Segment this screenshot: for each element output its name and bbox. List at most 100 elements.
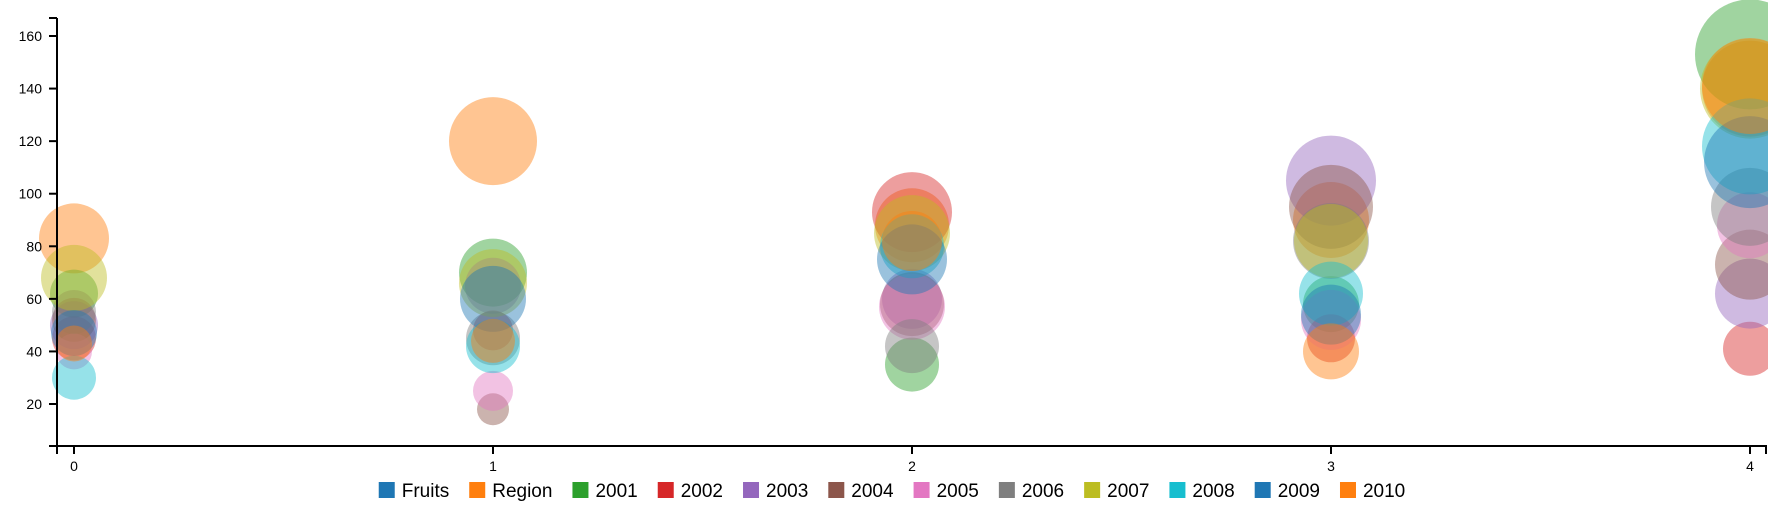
series-2001 (50, 0, 1784, 392)
legend-label-2002: 2002 (681, 481, 723, 502)
legend-label-Region: Region (492, 481, 552, 502)
bubble-2003-x3[interactable] (1286, 135, 1376, 226)
bubble-2004-x2[interactable] (880, 272, 944, 337)
bubble-2009-x4[interactable] (1704, 116, 1784, 209)
legend-swatch-2009 (1254, 482, 1271, 498)
y-tick-label-40: 40 (26, 343, 42, 359)
bubble-2008-x4[interactable] (1702, 98, 1784, 195)
legend-label-2010: 2010 (1363, 481, 1405, 502)
bubble-2007-x1[interactable] (459, 249, 527, 318)
series-2006 (52, 167, 1784, 374)
bubble-2008-x0[interactable] (52, 355, 96, 400)
bubble-2009-x3[interactable] (1301, 284, 1361, 345)
legend-label-2006: 2006 (1022, 481, 1064, 502)
bubble-2010-x3[interactable] (1303, 323, 1359, 380)
legend-swatch-2007 (1084, 482, 1101, 498)
bubble-Region-x1[interactable] (449, 97, 537, 186)
bubble-2009-x1[interactable] (460, 265, 526, 332)
bubble-layer (39, 0, 1784, 426)
legend-label-Fruits: Fruits (402, 481, 450, 502)
series-2002 (52, 172, 1777, 376)
legend-swatch-2001 (572, 482, 589, 498)
bubble-2006-x3[interactable] (1293, 203, 1369, 280)
bubble-2003-x1[interactable] (465, 257, 521, 314)
bubble-2004-x1[interactable] (477, 393, 509, 426)
bubble-2001-x3[interactable] (1303, 276, 1359, 333)
y-tick-label-140: 140 (19, 81, 43, 97)
legend-swatch-2008 (1169, 482, 1186, 498)
bubble-2004-x3[interactable] (1289, 164, 1373, 249)
bubble-2008-x2[interactable] (880, 214, 944, 279)
legend-swatch-2003 (743, 482, 760, 498)
legend-swatch-2002 (657, 482, 674, 498)
bubble-2003-x4[interactable] (1715, 258, 1784, 329)
x-tick-label-1: 1 (489, 458, 497, 474)
legend: Fruits Region 2001 2002 2003 2004 2005 2006 2007… (378, 481, 1405, 502)
bubble-2001-x2[interactable] (885, 337, 939, 392)
bubble-2008-x3[interactable] (1299, 261, 1363, 326)
bubble-2007-x3[interactable] (1294, 204, 1368, 279)
bubble-2006-x1[interactable] (466, 311, 520, 366)
legend-swatch-2010 (1339, 482, 1356, 498)
x-tick-label-4: 4 (1746, 458, 1754, 474)
bubble-2005-x3[interactable] (1301, 289, 1361, 350)
bubble-2002-x0[interactable] (52, 316, 96, 361)
bubble-2002-x4[interactable] (1723, 321, 1777, 376)
legend-label-2005: 2005 (937, 481, 979, 502)
series-2008 (52, 98, 1784, 400)
bubble-2006-x4[interactable] (1711, 167, 1784, 246)
legend-swatch-Region (469, 482, 486, 498)
bubble-2002-x2[interactable] (872, 172, 952, 253)
bubble-2007-x2[interactable] (874, 195, 950, 272)
bubble-2002-x3[interactable] (1307, 314, 1355, 363)
x-tick-label-2: 2 (908, 458, 916, 474)
bubble-2001-x0[interactable] (50, 269, 98, 318)
bubble-2010-x4[interactable] (1702, 37, 1784, 134)
legend-label-2008: 2008 (1192, 481, 1234, 502)
y-tick-label-160: 160 (19, 28, 43, 44)
bubble-2005-x4[interactable] (1717, 192, 1783, 259)
bubble-2005-x0[interactable] (56, 333, 92, 370)
legend-swatch-2004 (828, 482, 845, 498)
bubble-2004-x4[interactable] (1715, 229, 1784, 300)
bubble-2008-x1[interactable] (466, 319, 520, 374)
legend-label-2001: 2001 (595, 481, 637, 502)
bubble-2007-x4[interactable] (1700, 38, 1784, 139)
y-tick-label-20: 20 (26, 396, 42, 412)
y-tick-label-100: 100 (19, 186, 43, 202)
bubble-2006-x0[interactable] (52, 290, 96, 334)
bubble-2001-x4[interactable] (1695, 0, 1784, 110)
bubble-Region-x4[interactable] (1702, 40, 1784, 137)
bubble-2004-x0[interactable] (52, 297, 96, 342)
legend-swatch-2005 (913, 482, 930, 498)
bubble-2005-x1[interactable] (473, 370, 513, 411)
bubble-2010-x2[interactable] (882, 211, 942, 272)
bubble-2010-x0[interactable] (56, 325, 92, 362)
bubble-2003-x0[interactable] (50, 301, 98, 350)
y-tick-label-80: 80 (26, 238, 42, 254)
bubble-2001-x1[interactable] (459, 238, 527, 307)
bubble-Region-x3[interactable] (1293, 182, 1369, 258)
series-2003 (50, 135, 1784, 350)
series-2005 (56, 192, 1783, 411)
y-tick-label-120: 120 (19, 133, 43, 149)
bubble-2002-x1[interactable] (473, 310, 513, 351)
legend-label-2004: 2004 (851, 481, 894, 502)
series-2009 (51, 116, 1784, 357)
legend-label-2007: 2007 (1107, 481, 1149, 502)
bubble-2007-x0[interactable] (41, 244, 107, 311)
bubble-2009-x0[interactable] (51, 310, 97, 357)
legend-label-2009: 2009 (1278, 481, 1320, 502)
bubble-2006-x2[interactable] (885, 319, 939, 374)
series-2010 (56, 37, 1784, 380)
bubble-Region-x2[interactable] (875, 188, 949, 263)
bubble-2010-x1[interactable] (471, 318, 515, 363)
series-2004 (52, 164, 1784, 426)
legend-swatch-Fruits (378, 482, 395, 498)
y-tick-label-60: 60 (26, 291, 42, 307)
bubble-2003-x2[interactable] (882, 268, 942, 329)
bubble-2005-x2[interactable] (879, 273, 945, 340)
bubble-2009-x2[interactable] (877, 224, 947, 295)
